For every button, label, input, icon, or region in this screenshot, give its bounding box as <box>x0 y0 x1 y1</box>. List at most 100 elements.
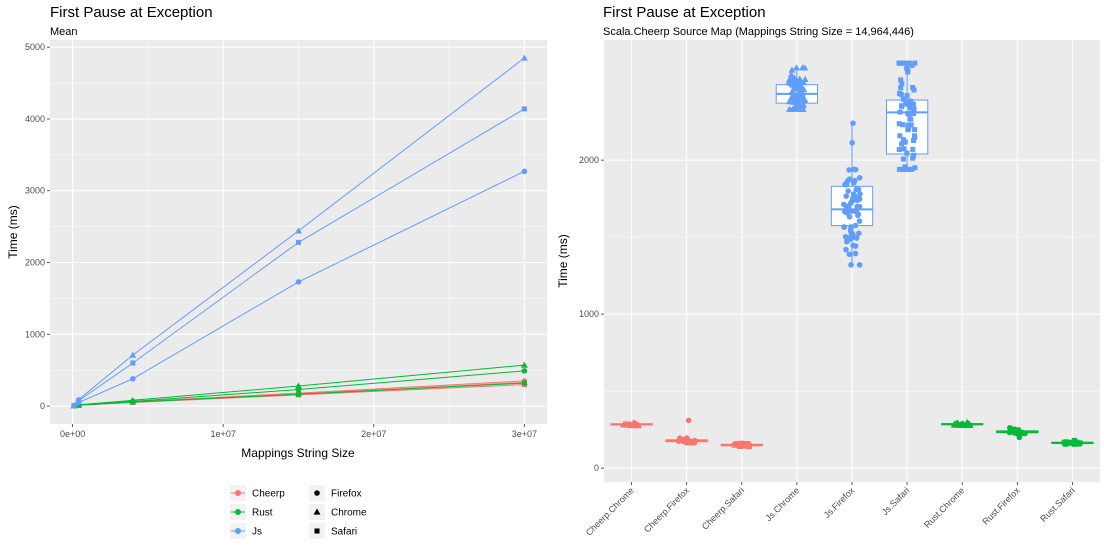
observation-point <box>953 421 961 428</box>
observation-point <box>793 99 801 106</box>
observation-point <box>787 71 795 78</box>
observation-point <box>855 212 861 219</box>
y-tick-label: 2000 <box>25 258 45 268</box>
observation-point <box>898 77 904 83</box>
left-chart-title: First Pause at Exception <box>50 4 213 21</box>
observation-point <box>896 60 902 66</box>
observation-point <box>907 116 913 122</box>
observation-point <box>904 60 910 66</box>
observation-point <box>901 146 907 152</box>
observation-point <box>903 101 909 107</box>
boxplot-cheerp-firefox <box>665 417 708 446</box>
observation-point <box>801 95 809 102</box>
observation-point <box>909 62 915 68</box>
boxplot-rust-chrome <box>941 419 984 428</box>
observation-point <box>850 242 856 249</box>
observation-point <box>898 91 904 97</box>
observation-point <box>785 76 793 83</box>
observation-point <box>798 105 806 112</box>
boxplot-cheerp-safari <box>720 440 763 450</box>
observation-point <box>1011 430 1018 436</box>
observation-point <box>1015 426 1022 433</box>
observation-point <box>855 230 862 237</box>
observation-point <box>849 139 855 146</box>
observation-point <box>731 442 737 448</box>
observation-point <box>902 164 908 170</box>
y-tick-label: 0 <box>594 463 599 473</box>
observation-point <box>847 228 854 234</box>
left-gridlines <box>50 40 547 424</box>
data-point-js-safari <box>295 239 302 245</box>
x-tick-label: 0e+00 <box>60 429 85 439</box>
observation-point <box>1006 429 1013 436</box>
observation-point <box>852 250 859 257</box>
observation-point <box>912 165 918 171</box>
data-point-js-firefox <box>521 168 528 175</box>
y-tick-label: 0 <box>40 401 45 411</box>
observation-point <box>1071 441 1077 447</box>
data-point-js-safari <box>71 403 77 409</box>
observation-point <box>848 262 854 268</box>
x-tick-label: Rust.Firefox <box>980 485 1022 527</box>
observation-point <box>1077 440 1083 446</box>
observation-point <box>856 218 863 224</box>
data-point-rust-safari <box>76 402 82 408</box>
x-tick-label: Cheerp.Firefox <box>642 485 692 535</box>
observation-point <box>899 141 905 147</box>
x-tick-label: 1e+07 <box>211 429 236 439</box>
y-tick-label: 5000 <box>25 42 45 52</box>
observation-point <box>1019 430 1025 437</box>
observation-point <box>906 166 912 172</box>
observation-point <box>912 60 918 66</box>
observation-point <box>898 85 904 91</box>
observation-point <box>856 262 863 268</box>
data-point-js-firefox <box>130 375 136 382</box>
observation-point <box>1068 440 1074 446</box>
x-tick-label: Rust.Chrome <box>922 485 967 530</box>
observation-point <box>857 191 863 197</box>
observation-point <box>799 64 807 71</box>
observation-point <box>856 175 863 181</box>
right-chart: First Pause at Exception Scala.Cheerp So… <box>556 4 1100 538</box>
observation-point <box>633 421 641 428</box>
observation-point <box>796 75 804 82</box>
observation-point <box>849 235 855 241</box>
left-y-axis-label: Time (ms) <box>6 205 20 259</box>
observation-point <box>852 222 859 229</box>
observation-point <box>843 193 849 199</box>
observation-point <box>896 121 902 127</box>
data-point-rust-safari <box>295 391 302 397</box>
data-point-rust-chrome <box>295 382 302 389</box>
observation-point <box>904 93 910 99</box>
data-point-js-safari <box>76 398 82 404</box>
observation-point <box>911 133 917 139</box>
y-tick-label: 4000 <box>25 114 45 124</box>
observation-point <box>855 186 862 193</box>
observation-point <box>900 156 906 162</box>
legend-key-marker <box>235 490 241 496</box>
observation-point <box>910 146 916 152</box>
observation-point <box>901 166 907 172</box>
legend-label: Safari <box>331 527 357 538</box>
left-x-axis-label: Mappings String Size <box>241 446 355 460</box>
data-point-js-chrome <box>129 351 137 358</box>
boxplot-cheerp-chrome <box>610 419 653 429</box>
observation-point <box>844 210 850 216</box>
observation-point <box>902 139 908 145</box>
observation-point <box>904 65 910 71</box>
right-y-ticks: 0 1000 2000 <box>579 155 604 473</box>
y-tick-label: 1000 <box>25 329 45 339</box>
observation-point <box>906 126 912 132</box>
observation-point <box>788 66 796 73</box>
observation-point <box>904 166 910 172</box>
observation-point <box>800 86 808 93</box>
right-x-ticks: Cheerp.Chrome Cheerp.Firefox Cheerp.Safari… <box>584 482 1077 538</box>
observation-point <box>906 60 912 66</box>
observation-point <box>853 235 860 241</box>
observation-point <box>843 246 849 253</box>
x-tick-label: 2e+07 <box>361 429 386 439</box>
data-point-rust-chrome <box>520 361 528 368</box>
boxplot-js-firefox <box>830 120 874 268</box>
observation-point <box>911 152 917 158</box>
observation-point <box>896 147 902 153</box>
